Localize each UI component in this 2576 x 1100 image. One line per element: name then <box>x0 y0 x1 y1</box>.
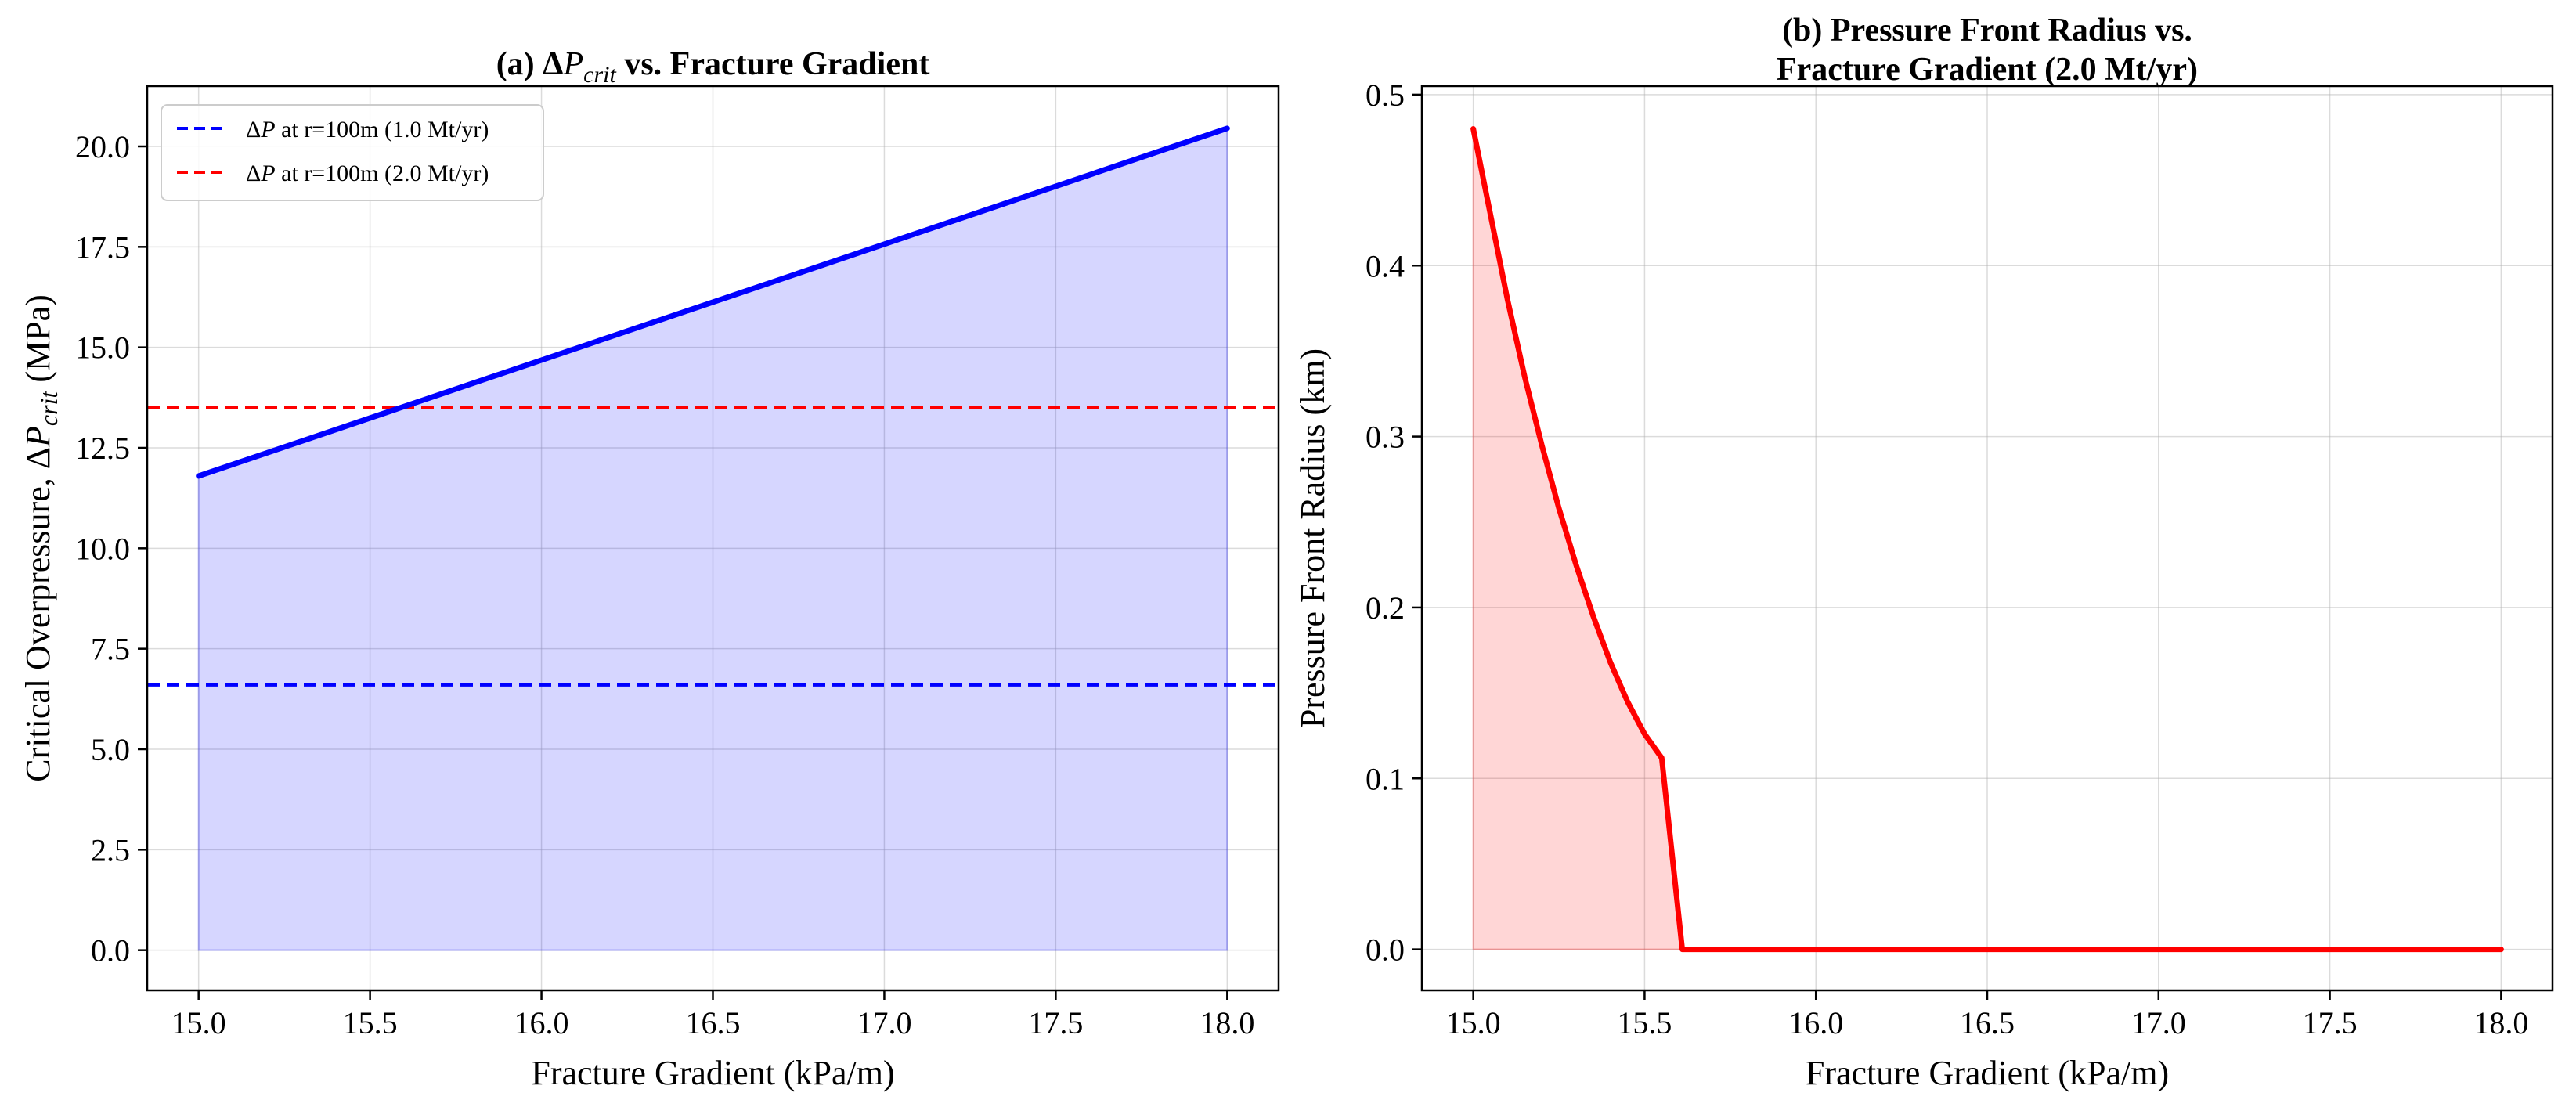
panel-a-x-axis-label: Fracture Gradient (kPa/m) <box>531 1054 894 1092</box>
panel-a-y-label-variable: P <box>19 426 57 448</box>
series-line <box>196 125 1230 479</box>
x-tick-label: 15.5 <box>343 1005 398 1040</box>
panel-b-y-axis-label: Pressure Front Radius (km) <box>1293 348 1332 728</box>
panel-b-title-line-1: (b) Pressure Front Radius vs. <box>1782 13 2192 49</box>
y-tick-label: 0.0 <box>1366 932 1405 968</box>
y-tick-label: 17.5 <box>75 229 130 265</box>
panel-a-title-variable: P <box>563 46 584 82</box>
series-line <box>1470 126 2504 953</box>
x-tick-label: 15.0 <box>1446 1005 1501 1040</box>
y-tick-label: 2.5 <box>91 832 130 867</box>
y-tick-label: 0.5 <box>1366 78 1405 113</box>
legend-2mt-prefix: Δ <box>246 160 261 186</box>
x-tick-label: 16.5 <box>1960 1005 2015 1040</box>
x-tick-label: 16.5 <box>686 1005 741 1040</box>
panel-b-title-line-2: Fracture Gradient (2.0 Mt/yr) <box>1777 52 2198 88</box>
panel-b-line-layer <box>1470 126 2504 953</box>
y-tick-label: 5.0 <box>91 732 130 767</box>
x-tick-label: 18.0 <box>2473 1005 2528 1040</box>
y-tick-label: 0.4 <box>1366 248 1405 283</box>
panel-a-legend: ΔP at r=100m (1.0 Mt/yr) ΔP at r=100m (2… <box>161 104 544 201</box>
legend-1mt-suffix: at r=100m (1.0 Mt/yr) <box>276 117 489 142</box>
y-tick-label: 0.2 <box>1366 590 1405 626</box>
x-tick-label: 17.0 <box>857 1005 911 1040</box>
panel-a-title-prefix: (a) Δ <box>496 46 564 82</box>
y-tick-label: 12.5 <box>75 431 130 466</box>
x-tick-label: 15.0 <box>171 1005 226 1040</box>
legend-2mt-variable: P <box>260 160 275 186</box>
x-tick-label: 17.0 <box>2131 1005 2186 1040</box>
panel-a-title-suffix: vs. Fracture Gradient <box>616 46 929 82</box>
panel-a-line-layer <box>196 125 1230 479</box>
y-tick-label: 10.0 <box>75 531 130 566</box>
panel-a-x-axis: 15.0 15.5 16.0 16.5 17.0 17.5 18.0 <box>171 990 1254 1040</box>
panel-a-y-axis-label: Critical Overpressure, ΔPcrit (MPa) <box>19 294 63 782</box>
panel-b-x-axis: 15.0 15.5 16.0 16.5 17.0 17.5 18.0 <box>1446 990 2528 1040</box>
x-tick-label: 17.5 <box>1028 1005 1083 1040</box>
panel-a-title: (a) ΔPcrit vs. Fracture Gradient <box>496 46 930 88</box>
panel-a-y-label-subscript: crit <box>34 391 63 427</box>
panel-b-y-axis: 0.0 0.1 0.2 0.3 0.4 0.5 <box>1366 78 1422 968</box>
legend-2mt-suffix: at r=100m (2.0 Mt/yr) <box>276 160 489 186</box>
panel-a-chart: (a) ΔPcrit vs. Fracture Gradient 15.0 15.… <box>19 46 1280 1092</box>
x-tick-label: 16.0 <box>1788 1005 1843 1040</box>
x-tick-label: 15.5 <box>1617 1005 1672 1040</box>
y-tick-label: 15.0 <box>75 330 130 366</box>
y-tick-label: 0.3 <box>1366 420 1405 455</box>
legend-box <box>161 104 544 201</box>
legend-label-2mt: ΔP at r=100m (2.0 Mt/yr) <box>246 160 489 186</box>
legend-1mt-variable: P <box>260 117 275 142</box>
y-tick-label: 0.1 <box>1366 761 1405 796</box>
x-tick-label: 17.5 <box>2303 1005 2358 1040</box>
panel-a-y-axis: 0.0 2.5 5.0 7.5 10.0 12.5 15.0 17.5 20.0 <box>75 129 147 968</box>
panel-b-chart: (b) Pressure Front Radius vs. Fracture G… <box>1293 13 2554 1092</box>
panel-a-y-label-suffix: (MPa) <box>19 294 57 391</box>
y-tick-label: 0.0 <box>91 933 130 968</box>
panel-a-y-label-prefix: Critical Overpressure, Δ <box>19 447 57 782</box>
y-tick-label: 20.0 <box>75 129 130 164</box>
panel-a-reference-lines <box>147 406 1279 687</box>
legend-1mt-prefix: Δ <box>246 117 261 142</box>
panel-b-x-axis-label: Fracture Gradient (kPa/m) <box>1806 1054 2169 1092</box>
legend-label-1mt: ΔP at r=100m (1.0 Mt/yr) <box>246 117 489 142</box>
panel-a-title-subscript: crit <box>583 62 616 88</box>
panel-a-grid <box>147 86 1279 990</box>
x-tick-label: 18.0 <box>1200 1005 1254 1040</box>
y-tick-label: 7.5 <box>91 632 130 667</box>
x-tick-label: 16.0 <box>514 1005 569 1040</box>
